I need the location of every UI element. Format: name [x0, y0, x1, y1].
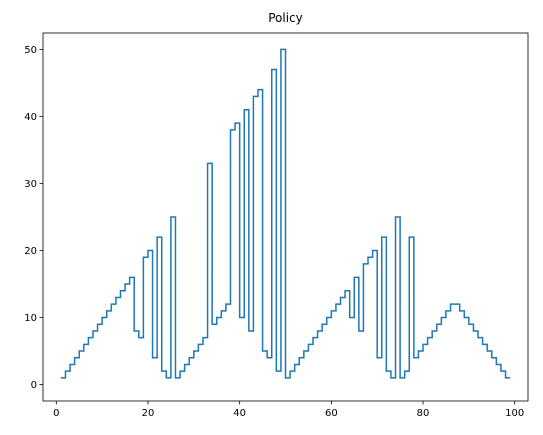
- y-tick-label: 30: [24, 179, 37, 190]
- axes-frame: [42, 32, 529, 402]
- chart-title: Policy: [268, 11, 303, 25]
- x-tick-label: 20: [142, 408, 155, 419]
- x-tick-label: 40: [233, 408, 246, 419]
- x-tick-label: 100: [505, 408, 524, 419]
- x-tick-label: 0: [53, 408, 59, 419]
- y-tick-label: 20: [24, 246, 37, 257]
- x-tick-label: 80: [417, 408, 430, 419]
- x-axis-ticks: 0 20 40 60 80 100: [53, 401, 524, 419]
- policy-series-line: [60, 48, 511, 379]
- x-tick-label: 60: [325, 408, 338, 419]
- y-tick-label: 0: [31, 380, 37, 391]
- plot-area: [60, 48, 511, 379]
- y-tick-label: 10: [24, 313, 37, 324]
- y-tick-label: 40: [24, 112, 37, 123]
- y-axis-ticks: 0 10 20 30 40 50: [24, 45, 43, 391]
- y-tick-label: 50: [24, 45, 37, 56]
